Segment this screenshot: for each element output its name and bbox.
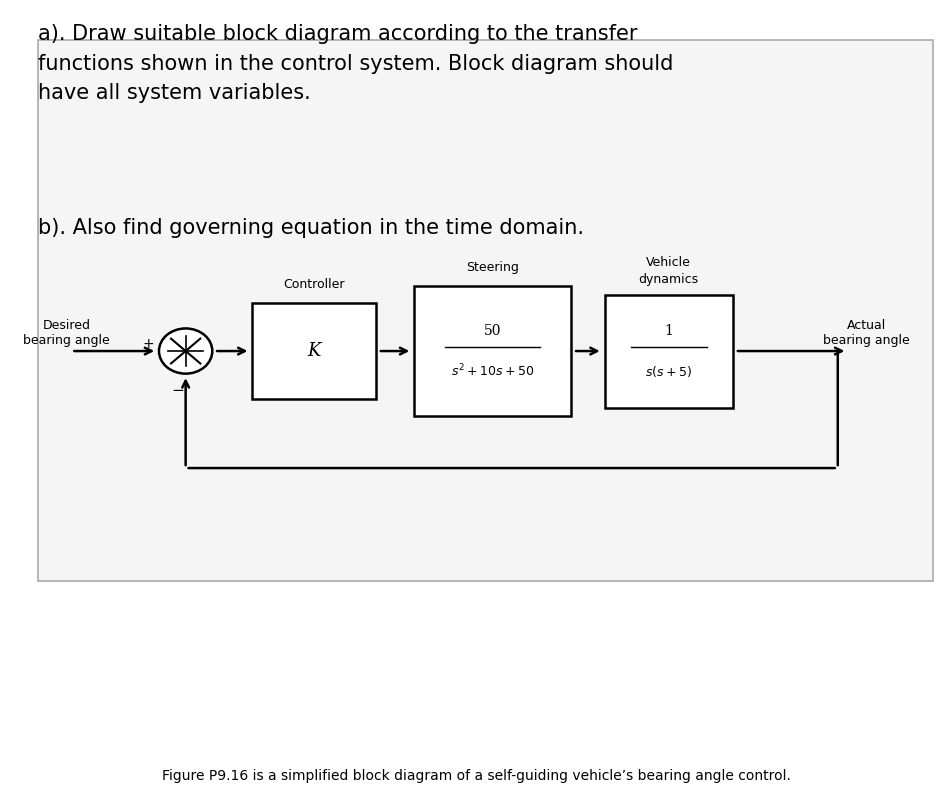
- Bar: [414, 286, 571, 416]
- Text: Vehicle
dynamics: Vehicle dynamics: [639, 257, 699, 286]
- Text: b). Also find governing equation in the time domain.: b). Also find governing equation in the …: [38, 218, 585, 238]
- Text: Controller: Controller: [284, 278, 345, 291]
- Bar: [605, 295, 733, 408]
- Text: 50: 50: [484, 324, 502, 338]
- Text: $s(s + 5)$: $s(s + 5)$: [645, 364, 692, 378]
- Text: $s^2 + 10s + 50$: $s^2 + 10s + 50$: [451, 363, 534, 379]
- Text: a). Draw suitable block diagram according to the transfer
functions shown in the: a). Draw suitable block diagram accordin…: [38, 24, 673, 103]
- Text: Figure P9.16 is a simplified block diagram of a self-guiding vehicle’s bearing a: Figure P9.16 is a simplified block diagr…: [162, 769, 790, 783]
- Text: +: +: [143, 337, 154, 351]
- Circle shape: [159, 328, 212, 374]
- Text: Desired
bearing angle: Desired bearing angle: [23, 319, 110, 347]
- Bar: [252, 303, 376, 399]
- Text: Steering: Steering: [466, 261, 519, 274]
- Text: −: −: [171, 383, 184, 399]
- Text: 1: 1: [664, 324, 673, 338]
- Text: K: K: [307, 342, 321, 360]
- Text: Actual
bearing angle: Actual bearing angle: [823, 319, 910, 347]
- FancyBboxPatch shape: [38, 40, 933, 581]
